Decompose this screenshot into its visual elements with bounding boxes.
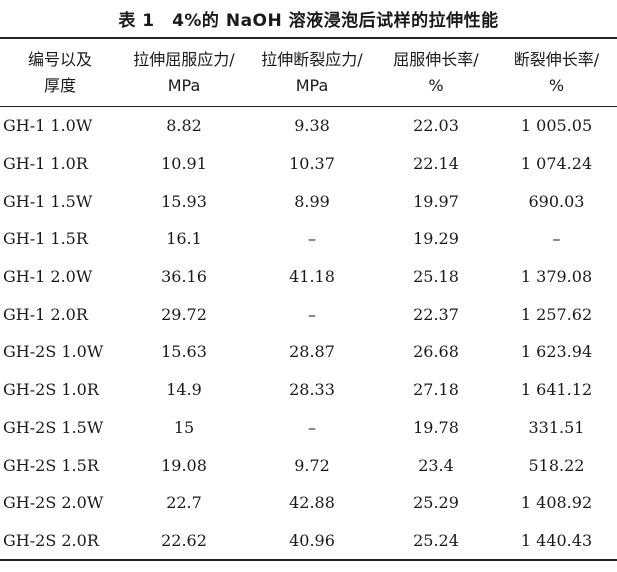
sample-id-cell: GH-1 1.0R bbox=[3, 154, 88, 174]
yield-elongation-cell: 25.24 bbox=[413, 530, 459, 550]
break-stress-cell: – bbox=[308, 304, 316, 324]
yield-elongation-cell: 22.03 bbox=[413, 116, 459, 136]
break-stress-cell: – bbox=[308, 417, 316, 437]
table-row: GH-2S 2.0W 22.7 42.88 25.29 1 408.92 bbox=[0, 484, 617, 522]
header-yield-stress: 拉伸屈服应力/ MPa bbox=[120, 39, 248, 106]
table-body: GH-1 1.0W 8.82 9.38 22.03 1 005.05 GH-1 1.0R 1… bbox=[0, 107, 617, 559]
yield-stress-cell: 36.16 bbox=[161, 267, 207, 287]
break-elongation-cell: 1 408.92 bbox=[520, 493, 593, 513]
yield-stress-cell: 10.91 bbox=[161, 154, 207, 174]
yield-stress-cell: 14.9 bbox=[166, 380, 202, 400]
break-stress-cell: 8.99 bbox=[294, 191, 330, 211]
break-stress-cell: 10.37 bbox=[289, 154, 335, 174]
sample-id-cell: GH-1 1.5W bbox=[3, 191, 93, 211]
tensile-properties-table: 编号以及 厚度 拉伸屈服应力/ MPa 拉伸断裂应力/ MPa 屈服伸长率/ %… bbox=[0, 37, 617, 562]
break-elongation-cell: – bbox=[552, 229, 561, 249]
yield-elongation-cell: 19.97 bbox=[413, 191, 459, 211]
yield-elongation-cell: 23.4 bbox=[418, 455, 454, 475]
sample-id-cell: GH-2S 1.0R bbox=[3, 380, 99, 400]
table-row: GH-1 2.0W 36.16 41.18 25.18 1 379.08 bbox=[0, 258, 617, 296]
break-stress-cell: 9.38 bbox=[294, 116, 330, 136]
break-stress-cell: 42.88 bbox=[289, 493, 335, 513]
table-row: GH-2S 1.0W 15.63 28.87 26.68 1 623.94 bbox=[0, 333, 617, 371]
header-line: MPa bbox=[167, 75, 201, 95]
yield-elongation-cell: 19.78 bbox=[413, 417, 459, 437]
break-elongation-cell: 518.22 bbox=[528, 455, 585, 475]
yield-stress-cell: 15.63 bbox=[161, 342, 207, 362]
table-header-row: 编号以及 厚度 拉伸屈服应力/ MPa 拉伸断裂应力/ MPa 屈服伸长率/ %… bbox=[0, 39, 617, 107]
break-stress-cell: 40.96 bbox=[289, 530, 335, 550]
yield-elongation-cell: 25.18 bbox=[413, 267, 459, 287]
sample-id-cell: GH-1 2.0W bbox=[3, 267, 93, 287]
yield-elongation-cell: 19.29 bbox=[413, 229, 459, 249]
yield-elongation-cell: 22.14 bbox=[413, 154, 459, 174]
header-line: 厚度 bbox=[43, 75, 76, 95]
header-line: 拉伸屈服应力/ bbox=[133, 49, 235, 69]
break-stress-cell: 28.33 bbox=[289, 380, 335, 400]
sample-id-cell: GH-1 1.0W bbox=[3, 116, 93, 136]
sample-id-cell: GH-2S 2.0W bbox=[3, 493, 104, 513]
break-elongation-cell: 1 641.12 bbox=[520, 380, 593, 400]
yield-stress-cell: 29.72 bbox=[161, 304, 207, 324]
break-elongation-cell: 1 005.05 bbox=[520, 116, 593, 136]
header-break-stress: 拉伸断裂应力/ MPa bbox=[248, 39, 376, 106]
yield-elongation-cell: 27.18 bbox=[413, 380, 459, 400]
sample-id-cell: GH-2S 1.5R bbox=[3, 455, 99, 475]
header-break-elongation: 断裂伸长率/ % bbox=[496, 39, 617, 106]
table-row: GH-2S 2.0R 22.62 40.96 25.24 1 440.43 bbox=[0, 522, 617, 560]
table-row: GH-1 1.5R 16.1 – 19.29 – bbox=[0, 220, 617, 258]
header-sample-id: 编号以及 厚度 bbox=[0, 39, 120, 106]
header-yield-elongation: 屈服伸长率/ % bbox=[376, 39, 496, 106]
table-row: GH-2S 1.5W 15 – 19.78 331.51 bbox=[0, 409, 617, 447]
sample-id-cell: GH-1 2.0R bbox=[3, 304, 88, 324]
header-line: MPa bbox=[295, 75, 329, 95]
table-row: GH-1 1.0W 8.82 9.38 22.03 1 005.05 bbox=[0, 107, 617, 145]
yield-elongation-cell: 22.37 bbox=[413, 304, 459, 324]
table-row: GH-2S 1.5R 19.08 9.72 23.4 518.22 bbox=[0, 446, 617, 484]
break-stress-cell: 9.72 bbox=[294, 455, 330, 475]
header-line: 断裂伸长率/ bbox=[513, 49, 600, 69]
break-elongation-cell: 331.51 bbox=[528, 417, 585, 437]
break-elongation-cell: 1 623.94 bbox=[520, 342, 593, 362]
header-line: % bbox=[428, 75, 444, 95]
break-elongation-cell: 690.03 bbox=[528, 191, 585, 211]
table-row: GH-1 1.0R 10.91 10.37 22.14 1 074.24 bbox=[0, 145, 617, 183]
table-row: GH-1 2.0R 29.72 – 22.37 1 257.62 bbox=[0, 295, 617, 333]
yield-stress-cell: 8.82 bbox=[166, 116, 202, 136]
yield-elongation-cell: 25.29 bbox=[413, 493, 459, 513]
table-row: GH-2S 1.0R 14.9 28.33 27.18 1 641.12 bbox=[0, 371, 617, 409]
break-stress-cell: 41.18 bbox=[289, 267, 335, 287]
break-elongation-cell: 1 257.62 bbox=[520, 304, 593, 324]
header-line: 编号以及 bbox=[27, 49, 92, 69]
yield-stress-cell: 15.93 bbox=[161, 191, 207, 211]
break-elongation-cell: 1 379.08 bbox=[520, 267, 593, 287]
sample-id-cell: GH-2S 2.0R bbox=[3, 530, 99, 550]
yield-stress-cell: 22.7 bbox=[166, 493, 202, 513]
break-stress-cell: 28.87 bbox=[289, 342, 335, 362]
header-line: 拉伸断裂应力/ bbox=[261, 49, 363, 69]
break-elongation-cell: 1 440.43 bbox=[520, 530, 593, 550]
sample-id-cell: GH-1 1.5R bbox=[3, 229, 88, 249]
yield-stress-cell: 15 bbox=[173, 417, 195, 437]
table-caption: 表 1 4%的 NaOH 溶液浸泡后试样的拉伸性能 bbox=[118, 11, 499, 31]
break-elongation-cell: 1 074.24 bbox=[520, 154, 593, 174]
yield-stress-cell: 16.1 bbox=[166, 229, 202, 249]
yield-stress-cell: 19.08 bbox=[161, 455, 207, 475]
yield-elongation-cell: 26.68 bbox=[413, 342, 459, 362]
yield-stress-cell: 22.62 bbox=[161, 530, 207, 550]
header-line: % bbox=[548, 75, 565, 95]
break-stress-cell: – bbox=[308, 229, 316, 249]
header-line: 屈服伸长率/ bbox=[393, 49, 479, 69]
sample-id-cell: GH-2S 1.5W bbox=[3, 417, 104, 437]
sample-id-cell: GH-2S 1.0W bbox=[3, 342, 104, 362]
table-row: GH-1 1.5W 15.93 8.99 19.97 690.03 bbox=[0, 182, 617, 220]
